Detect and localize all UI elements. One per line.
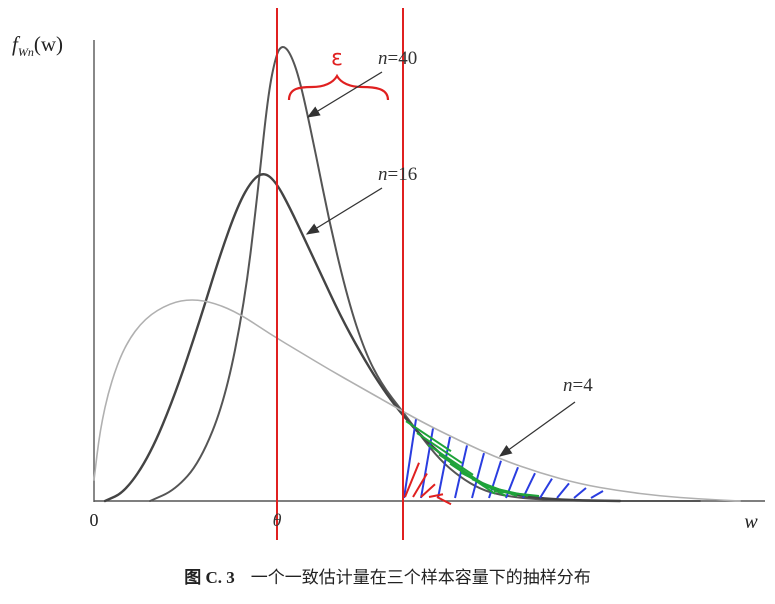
theta-tick-label: θ <box>273 510 282 530</box>
figure-caption: 图 C. 3 一个一致估计量在三个样本容量下的抽样分布 <box>0 563 775 588</box>
hatch-blue-stroke <box>556 482 570 499</box>
caption-label: 图 C. 3 <box>184 568 235 587</box>
hatch-red-stroke <box>404 462 420 498</box>
density-curves <box>93 46 741 503</box>
epsilon-label: ε <box>331 46 343 71</box>
hatch-blue-stroke <box>437 436 451 499</box>
caption-text: 一个一致估计量在三个样本容量下的抽样分布 <box>250 568 591 588</box>
x-axis-label: w <box>744 511 758 533</box>
curve-n40 <box>149 46 701 502</box>
epsilon-brace <box>287 73 390 101</box>
hatch-blue-stroke <box>539 478 553 499</box>
hatch-green-stroke <box>427 444 474 476</box>
curve-n16 <box>103 173 622 503</box>
label-n16: n=16 <box>305 164 417 235</box>
arrow-n16 <box>305 187 383 235</box>
curve-n4 <box>93 299 741 502</box>
origin-label: 0 <box>90 510 99 530</box>
hatch-green-stroke <box>416 432 463 464</box>
hatch-blue-stroke <box>573 487 587 499</box>
tail-hatching <box>403 419 604 506</box>
hatch-green-stroke <box>438 453 485 486</box>
hatch-blue-stroke <box>471 452 485 499</box>
svg-text:n=16: n=16 <box>378 164 417 185</box>
svg-text:n=40: n=40 <box>378 48 417 69</box>
hatch-blue-stroke <box>420 428 434 499</box>
arrow-n4 <box>498 401 576 457</box>
hatch-green-stroke <box>405 420 452 453</box>
hatch-red-stroke <box>412 473 428 498</box>
arrow-n40 <box>306 71 383 118</box>
hatch-blue-stroke <box>403 419 417 499</box>
hatch-red-stroke <box>436 496 452 506</box>
hatch-red-stroke <box>428 493 444 498</box>
label-n40: n=40 <box>306 48 417 118</box>
hatch-green-stroke <box>493 490 540 497</box>
hatch-blue-stroke <box>590 490 604 499</box>
svg-text:n=4: n=4 <box>563 375 593 396</box>
y-axis-label: fWn(w) <box>12 32 63 59</box>
label-n4: n=4 <box>498 375 593 457</box>
hatch-red-stroke <box>420 483 436 498</box>
